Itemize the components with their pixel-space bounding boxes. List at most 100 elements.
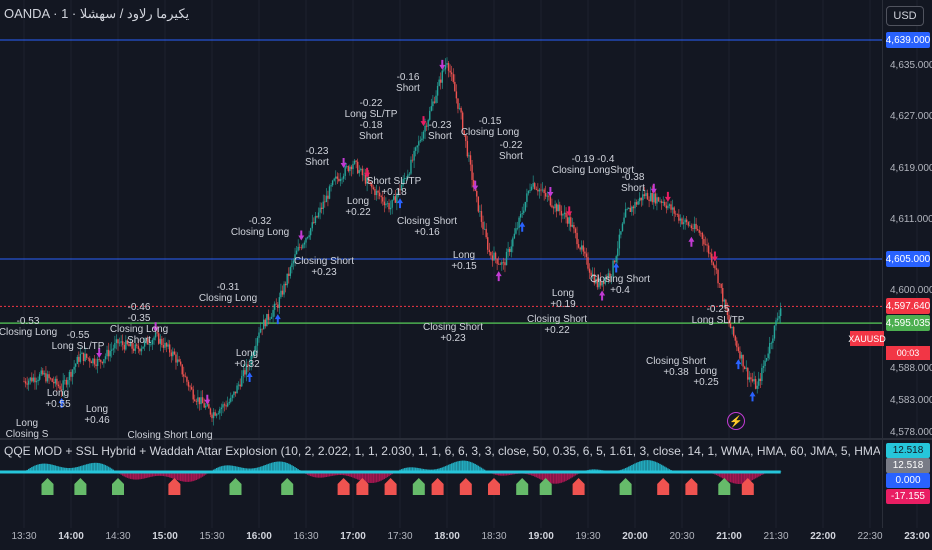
osc-bar [284, 462, 287, 472]
candle-body [535, 188, 537, 190]
candle-body [82, 352, 85, 362]
candle-body [667, 205, 669, 209]
candle-body [529, 190, 531, 191]
osc-bar [530, 472, 533, 476]
candle-body [331, 180, 334, 186]
osc-bar [375, 472, 378, 483]
candle-body [361, 168, 364, 176]
candle-body [635, 202, 638, 205]
candle-body [668, 204, 671, 206]
candle-body [568, 217, 570, 224]
candle-body [319, 207, 321, 213]
osc-bar [154, 472, 157, 477]
osc-bar [92, 462, 94, 472]
candle-body [722, 287, 724, 302]
signal-arrow [459, 478, 472, 495]
candle-body [736, 340, 738, 348]
candle-body [153, 337, 155, 341]
osc-bar [259, 466, 262, 472]
candle-body [162, 345, 165, 348]
osc-bar [76, 466, 78, 472]
candle-body [617, 248, 619, 257]
candle-body [292, 260, 295, 264]
candle-body [183, 374, 185, 377]
candle-body [659, 201, 661, 202]
osc-bar [646, 460, 649, 472]
candle-body [248, 365, 251, 367]
osc-bar [197, 472, 199, 480]
osc-bar [53, 465, 55, 472]
osc-bar [198, 472, 201, 479]
osc-bar [111, 468, 113, 472]
candle-body [137, 345, 140, 349]
candle-body [134, 344, 136, 351]
candle-body [527, 190, 530, 194]
candle-body [657, 197, 660, 202]
candle-body [443, 69, 445, 71]
osc-bar [82, 465, 85, 472]
osc-bar [632, 464, 635, 472]
osc-bar [748, 472, 751, 482]
candle-body [540, 189, 542, 191]
indicator-title[interactable]: QQE MOD + SSL Hybrid + Waddah Attar Expl… [4, 444, 880, 458]
candle-body [169, 344, 171, 353]
candle-body [414, 147, 417, 151]
candle-body [618, 234, 621, 249]
pane-separator[interactable] [0, 438, 932, 440]
osc-bar [129, 472, 132, 479]
trade-arrow [364, 167, 371, 178]
osc-bar [314, 472, 317, 478]
candle-body [687, 222, 689, 226]
candle-body [56, 378, 58, 385]
osc-bar [165, 472, 168, 477]
osc-bar [653, 461, 655, 472]
trade-markers [58, 59, 756, 408]
lightning-icon[interactable]: ⚡ [727, 412, 745, 430]
price-axis-label: 4,619.000 [890, 162, 932, 174]
candle-body [176, 359, 179, 363]
candle-body [212, 412, 215, 419]
time-axis-label: 18:00 [434, 531, 460, 542]
osc-bar [623, 468, 625, 472]
currency-button[interactable]: USD [886, 6, 924, 26]
candle-body [728, 314, 730, 324]
osc-bar [226, 465, 229, 472]
candle-body [167, 344, 169, 347]
candle-body [472, 179, 475, 187]
trade-annotation: -0.22 Long SL/TP -0.18 Short [344, 98, 398, 142]
candle-body [34, 377, 36, 383]
candle-body [446, 63, 448, 65]
candle-body [704, 244, 707, 245]
osc-bar [153, 472, 155, 477]
candle-body [165, 342, 168, 347]
trade-arrow [96, 348, 103, 359]
candle-body [454, 81, 456, 92]
candle-body [772, 338, 774, 343]
candle-body [87, 357, 89, 359]
candle-body [734, 335, 736, 341]
trade-annotation: -0.31 Closing Long [198, 282, 258, 304]
candle-body [374, 189, 376, 196]
osc-bar [194, 472, 196, 481]
trade-annotation: Closing Short +0.38 [645, 356, 707, 378]
candle-body [695, 223, 697, 230]
osc-bar [419, 468, 422, 472]
osc-bar [388, 472, 390, 477]
candle-body [184, 376, 187, 378]
candle-body [49, 378, 52, 379]
osc-bar [219, 466, 221, 472]
candle-body [466, 141, 469, 157]
trade-arrow [472, 180, 479, 191]
trade-arrow [688, 236, 695, 247]
candle-body [114, 342, 116, 349]
candle-body [447, 63, 450, 71]
candle-body [92, 358, 94, 364]
osc-bar [233, 465, 235, 472]
candle-body [220, 407, 223, 410]
candle-body [488, 249, 490, 253]
candle-body [226, 403, 229, 407]
candle-body [40, 370, 42, 375]
osc-bar [385, 472, 387, 479]
